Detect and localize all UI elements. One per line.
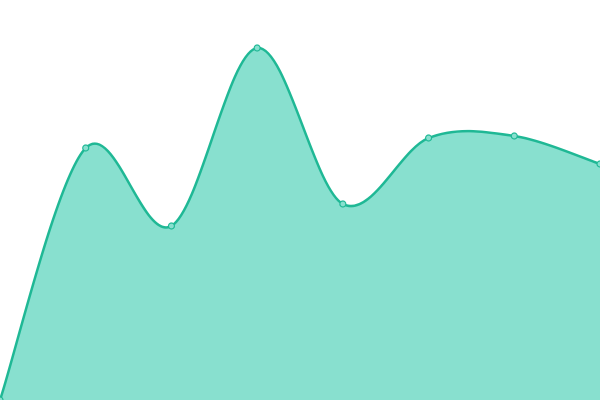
point — [339, 200, 347, 208]
point — [596, 160, 600, 168]
point — [253, 44, 261, 52]
area — [0, 47, 600, 400]
point — [424, 134, 433, 142]
point — [0, 396, 4, 400]
point — [82, 144, 90, 152]
point — [167, 222, 176, 230]
point — [510, 132, 518, 140]
